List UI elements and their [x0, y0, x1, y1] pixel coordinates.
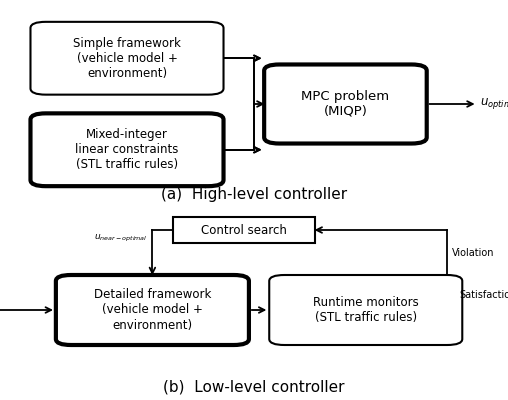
Text: Satisfaction: Satisfaction — [459, 290, 508, 300]
FancyBboxPatch shape — [30, 113, 224, 186]
Text: (a)  High-level controller: (a) High-level controller — [161, 187, 347, 202]
FancyBboxPatch shape — [56, 275, 249, 345]
FancyBboxPatch shape — [269, 275, 462, 345]
Text: Violation: Violation — [452, 248, 495, 258]
Text: MPC problem
(MIQP): MPC problem (MIQP) — [301, 90, 390, 118]
Text: Runtime monitors
(STL traffic rules): Runtime monitors (STL traffic rules) — [313, 296, 419, 324]
Text: $u_{optimal}$: $u_{optimal}$ — [480, 96, 508, 112]
Text: (b)  Low-level controller: (b) Low-level controller — [163, 379, 345, 394]
FancyBboxPatch shape — [264, 64, 427, 144]
Text: $u_{near-optimal}$: $u_{near-optimal}$ — [94, 233, 147, 244]
FancyBboxPatch shape — [173, 217, 315, 243]
Text: Simple framework
(vehicle model +
environment): Simple framework (vehicle model + enviro… — [73, 37, 181, 80]
FancyBboxPatch shape — [30, 22, 224, 95]
Text: Control search: Control search — [201, 224, 287, 236]
Text: Mixed-integer
linear constraints
(STL traffic rules): Mixed-integer linear constraints (STL tr… — [75, 128, 179, 171]
Text: Detailed framework
(vehicle model +
environment): Detailed framework (vehicle model + envi… — [93, 288, 211, 332]
